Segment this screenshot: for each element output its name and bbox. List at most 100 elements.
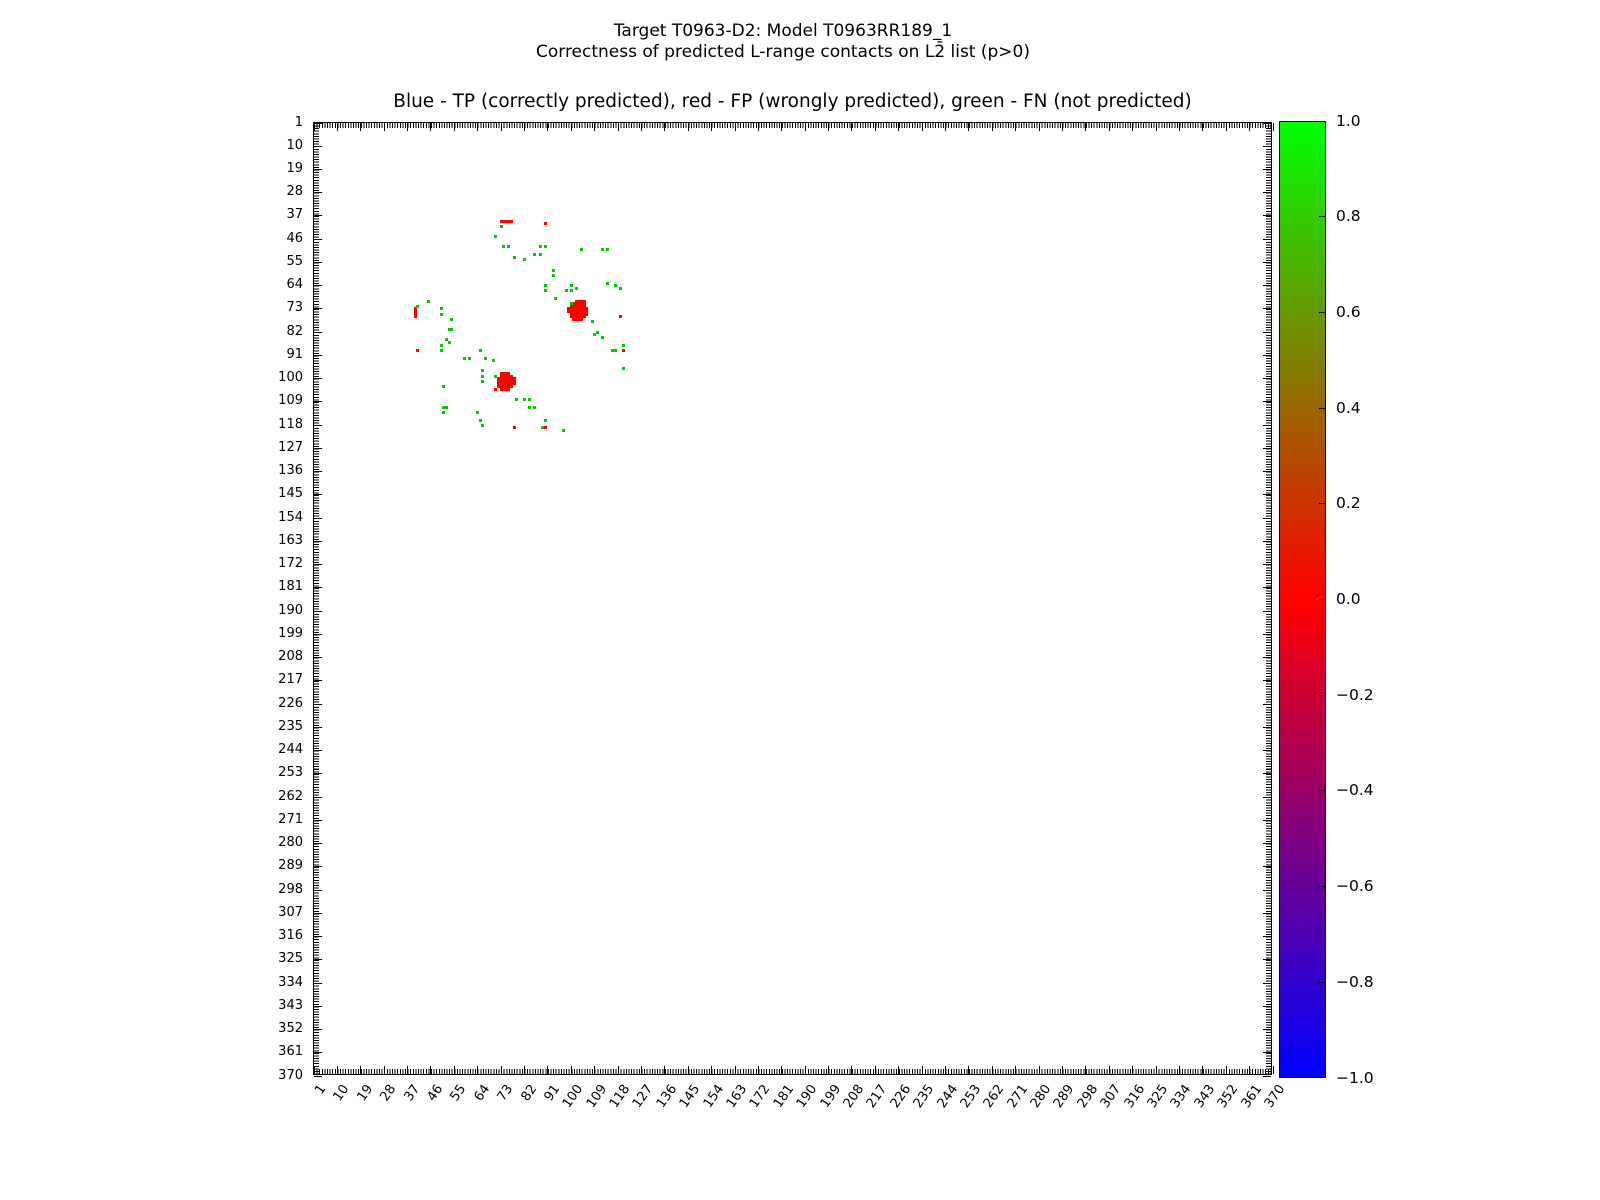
colorbar-tick xyxy=(1319,694,1325,696)
contact-marker-fp xyxy=(585,312,589,316)
contact-marker-fp xyxy=(499,372,503,376)
y-major-tick xyxy=(314,843,322,845)
colorbar-tick-label: −0.8 xyxy=(1336,972,1374,991)
contact-marker-fp xyxy=(577,317,581,321)
x-major-tick xyxy=(640,1066,642,1074)
contact-marker-fn xyxy=(554,297,558,301)
contact-marker-fp xyxy=(577,312,581,316)
contact-marker-fp xyxy=(577,299,581,303)
x-major-tick xyxy=(360,123,362,131)
contact-marker-fp xyxy=(507,377,511,381)
y-major-tick xyxy=(314,308,322,310)
colorbar-tick-label: 0.2 xyxy=(1336,494,1361,513)
y-tick-label: 154 xyxy=(278,509,303,525)
x-major-tick xyxy=(711,1066,713,1074)
x-major-tick xyxy=(617,123,619,131)
y-major-tick xyxy=(1263,750,1271,752)
contact-marker-fp xyxy=(572,315,576,319)
x-tick-label: 73 xyxy=(494,1082,517,1105)
x-major-tick xyxy=(781,123,783,131)
contact-marker-fn xyxy=(426,299,430,303)
contact-marker-fp xyxy=(543,222,547,226)
colorbar-tick-label: 0.6 xyxy=(1336,302,1361,321)
x-tick-label: 109 xyxy=(583,1082,610,1111)
x-major-tick xyxy=(1272,123,1274,131)
x-major-tick xyxy=(547,1066,549,1074)
y-major-tick xyxy=(314,936,322,938)
contact-marker-fn xyxy=(476,410,480,414)
x-major-tick xyxy=(945,1066,947,1074)
minor-ticks-top xyxy=(314,123,1271,128)
contact-marker-fn xyxy=(523,397,526,401)
contact-marker-fp xyxy=(502,374,506,378)
contact-marker-fn xyxy=(494,374,498,378)
contact-marker-fn xyxy=(445,405,449,409)
y-major-tick xyxy=(1263,517,1271,519)
x-tick-label: 163 xyxy=(723,1082,751,1111)
contact-marker-fp xyxy=(572,302,576,306)
y-major-tick xyxy=(1263,610,1271,612)
x-tick-label: 343 xyxy=(1191,1082,1219,1111)
x-tick-label: 190 xyxy=(793,1082,821,1111)
colorbar-tick-label: 0.8 xyxy=(1336,207,1361,226)
colorbar-tick xyxy=(1319,981,1325,983)
contact-marker-fp xyxy=(582,304,586,308)
contact-marker-fn xyxy=(543,289,547,293)
x-tick-label: 181 xyxy=(770,1082,798,1111)
y-major-tick xyxy=(314,750,322,752)
contact-marker-fn xyxy=(523,258,526,262)
contact-marker-fn xyxy=(533,405,537,409)
contact-marker-fp xyxy=(502,372,506,376)
x-tick-label: 235 xyxy=(910,1082,938,1111)
x-major-tick xyxy=(336,1066,338,1074)
contact-marker-fp xyxy=(502,387,506,391)
contact-marker-fp xyxy=(574,304,578,308)
x-major-tick xyxy=(945,123,947,131)
contact-marker-fp xyxy=(580,299,584,303)
x-major-tick xyxy=(804,1066,806,1074)
x-major-tick xyxy=(828,123,830,131)
y-major-tick xyxy=(314,889,322,891)
contact-marker-fp xyxy=(574,317,578,321)
contact-marker-fn xyxy=(481,374,485,378)
x-major-tick xyxy=(664,123,666,131)
y-tick-label: 127 xyxy=(278,439,303,455)
contact-marker-fp xyxy=(413,315,417,319)
y-tick-label: 28 xyxy=(286,184,303,200)
contact-marker-fp xyxy=(621,348,625,352)
contact-marker-fp xyxy=(510,374,514,378)
contact-marker-fn xyxy=(551,268,555,272)
x-major-tick xyxy=(570,1066,572,1074)
contact-marker-fp xyxy=(577,302,581,306)
x-major-tick xyxy=(898,1066,900,1074)
y-major-tick xyxy=(1263,936,1271,938)
contact-marker-fn xyxy=(439,343,443,347)
x-major-tick xyxy=(500,1066,502,1074)
x-major-tick xyxy=(383,123,385,131)
y-major-tick xyxy=(1263,122,1271,124)
contact-marker-fn xyxy=(613,284,617,288)
x-tick-label: 325 xyxy=(1144,1082,1172,1111)
contact-marker-fp xyxy=(580,307,584,311)
y-major-tick xyxy=(1263,447,1271,449)
x-tick-label: 271 xyxy=(1004,1082,1031,1111)
y-major-tick xyxy=(1263,540,1271,542)
contact-marker-fn xyxy=(593,333,597,337)
contact-marker-fn xyxy=(528,397,532,401)
x-tick-label: 1 xyxy=(312,1082,330,1098)
x-major-tick xyxy=(313,1066,315,1074)
contact-marker-fp xyxy=(582,302,586,306)
x-major-tick xyxy=(921,123,923,131)
contact-marker-fn xyxy=(491,359,495,363)
contact-marker-fn xyxy=(502,245,506,249)
y-tick-label: 55 xyxy=(286,253,303,269)
contact-marker-fn xyxy=(481,369,485,373)
y-major-tick xyxy=(314,517,322,519)
contact-marker-fp xyxy=(413,307,417,311)
contact-marker-fp xyxy=(582,307,586,311)
contact-marker-fp xyxy=(510,382,514,386)
y-major-tick xyxy=(1263,145,1271,147)
contact-marker-fp xyxy=(574,310,578,314)
contact-marker-fp xyxy=(494,387,498,391)
y-major-tick xyxy=(314,424,322,426)
